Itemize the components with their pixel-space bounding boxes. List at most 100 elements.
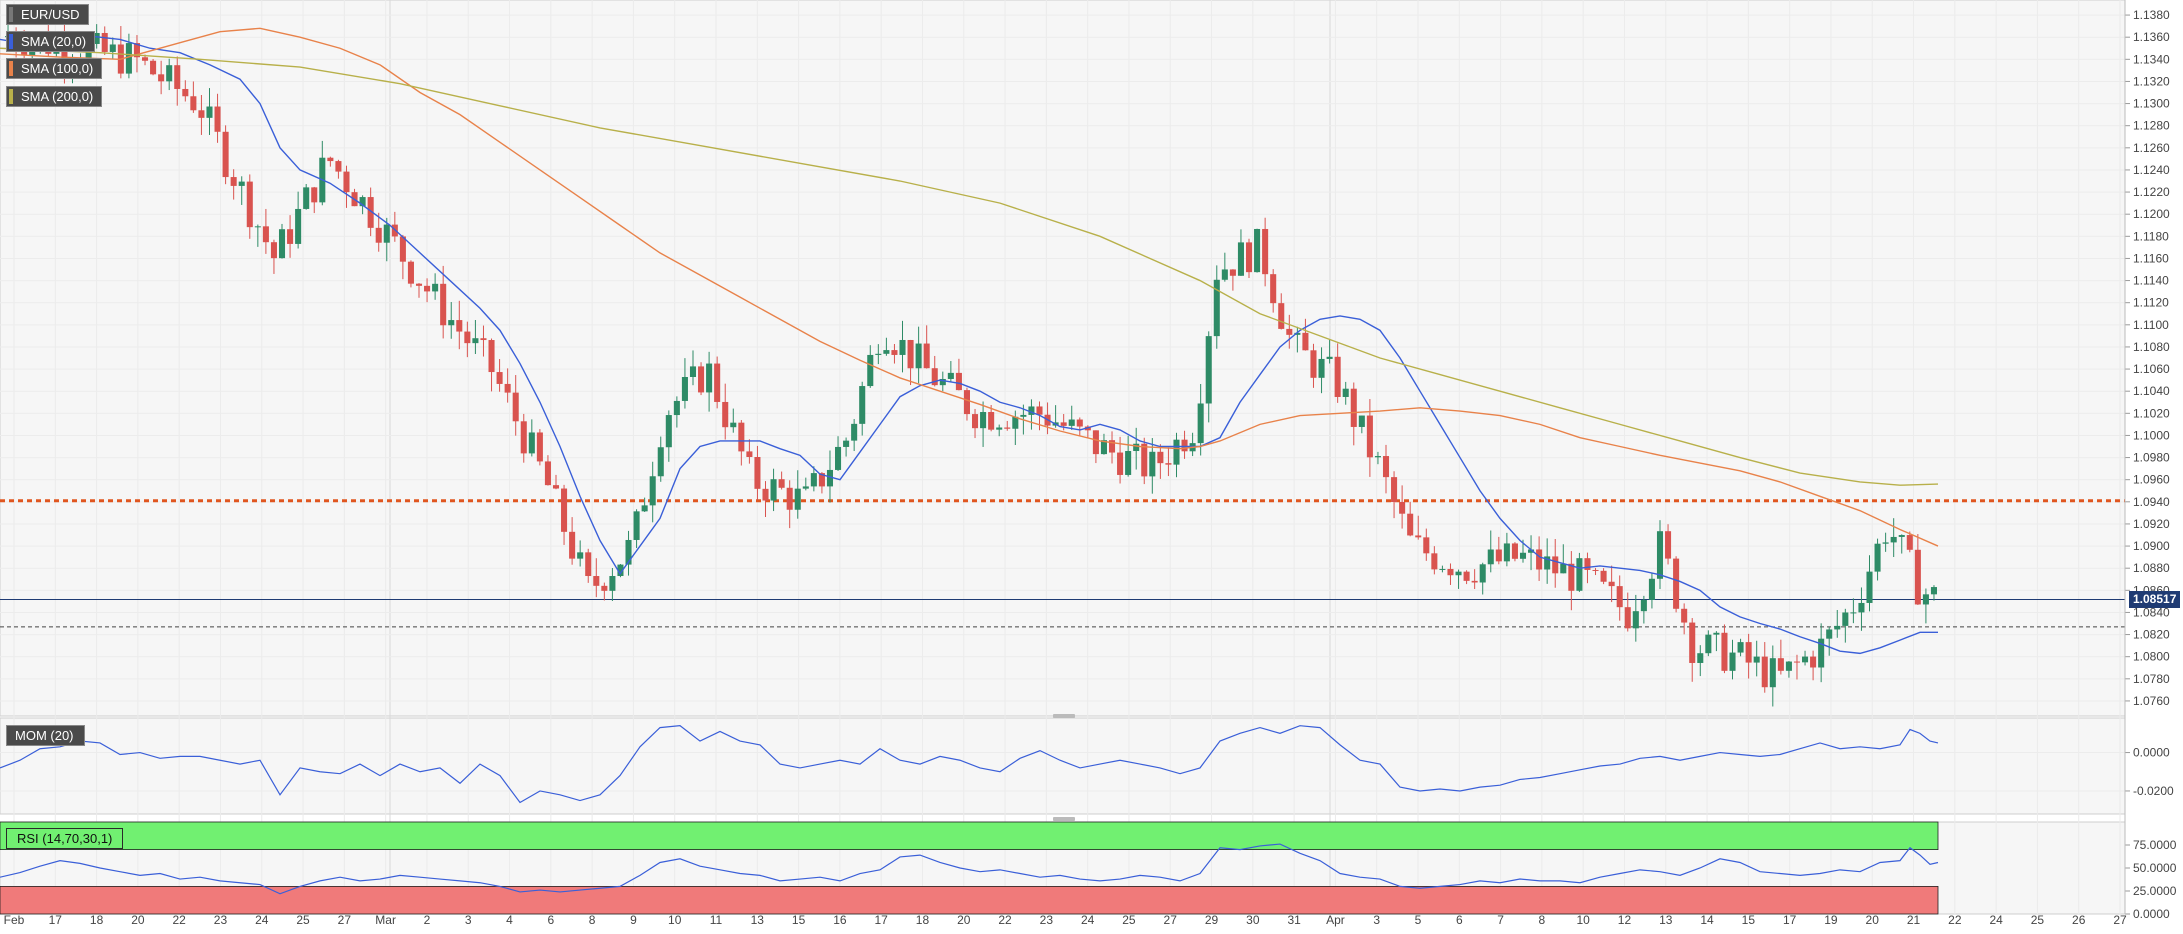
x-tick-label: 20 bbox=[957, 913, 971, 927]
x-tick-label: Feb bbox=[4, 913, 25, 927]
x-tick-label: 22 bbox=[998, 913, 1012, 927]
candle-body bbox=[1753, 656, 1760, 663]
sma20-legend[interactable]: SMA (20,0) bbox=[6, 31, 96, 52]
candle-body bbox=[1793, 661, 1801, 663]
candle-body bbox=[1173, 439, 1180, 465]
y-tick-label: 1.1040 bbox=[2133, 384, 2170, 398]
candle-body bbox=[415, 283, 423, 286]
candle-body bbox=[810, 473, 817, 487]
mom-line bbox=[0, 725, 1939, 804]
candle-body bbox=[1133, 443, 1140, 452]
y-tick-label: 1.0800 bbox=[2133, 650, 2170, 664]
y-tick-label: 1.1160 bbox=[2133, 251, 2169, 265]
candle-body bbox=[835, 446, 842, 470]
candle-body bbox=[746, 451, 753, 458]
candle-body bbox=[1439, 568, 1446, 570]
candle-body bbox=[1858, 602, 1865, 613]
candle-body bbox=[432, 283, 439, 292]
candle-body bbox=[947, 372, 954, 379]
sma100-swatch bbox=[9, 61, 13, 76]
y-tick-label: 1.0780 bbox=[2133, 672, 2170, 686]
y-tick-label: 1.0900 bbox=[2133, 539, 2170, 553]
candle-body bbox=[1608, 581, 1615, 587]
x-tick-label: 23 bbox=[214, 913, 228, 927]
symbol-swatch bbox=[9, 7, 13, 22]
rsi-legend[interactable]: RSI (14,70,30,1) bbox=[6, 828, 124, 849]
candle-body bbox=[1898, 535, 1905, 537]
candle-body bbox=[617, 564, 624, 576]
x-tick-label: 25 bbox=[296, 913, 310, 927]
x-tick-label: 24 bbox=[255, 913, 269, 927]
candle-body bbox=[399, 236, 406, 262]
x-tick-label: 6 bbox=[1456, 913, 1463, 927]
sma200-legend[interactable]: SMA (200,0) bbox=[6, 86, 103, 107]
x-tick-label: 29 bbox=[1205, 913, 1219, 927]
candle-body bbox=[1560, 563, 1567, 574]
candle-body bbox=[1350, 388, 1357, 427]
y-tick-label: 1.1380 bbox=[2133, 8, 2170, 22]
candle-body bbox=[722, 401, 729, 428]
candle-body bbox=[238, 181, 245, 186]
candle-body bbox=[1729, 652, 1736, 671]
candle-body bbox=[254, 226, 261, 228]
candle-body bbox=[1060, 422, 1067, 426]
y-tick-label: 1.1200 bbox=[2133, 207, 2170, 221]
candle-body bbox=[762, 488, 769, 501]
candle-body bbox=[1769, 658, 1776, 688]
candle-body bbox=[1431, 553, 1438, 570]
x-tick-label: 19 bbox=[1824, 913, 1838, 927]
candle-body bbox=[714, 363, 721, 402]
symbol-legend[interactable]: EUR/USD bbox=[6, 4, 89, 25]
candle-body bbox=[472, 338, 479, 344]
candle-body bbox=[1826, 629, 1833, 639]
candle-body bbox=[1028, 406, 1035, 415]
candle-body bbox=[802, 486, 809, 489]
candle-body bbox=[182, 88, 189, 97]
y-tick-label: 1.1220 bbox=[2133, 185, 2170, 199]
x-tick-label: 10 bbox=[1576, 913, 1590, 927]
candle-body bbox=[1455, 571, 1462, 576]
candle-body bbox=[673, 400, 680, 416]
candle-body bbox=[1552, 556, 1559, 574]
candle-body bbox=[278, 229, 286, 259]
candle-body bbox=[875, 353, 882, 355]
x-tick-label: 13 bbox=[751, 913, 765, 927]
candle-body bbox=[1930, 587, 1937, 595]
current-price-badge: 1.08517 bbox=[2129, 591, 2181, 609]
candle-body bbox=[915, 343, 922, 369]
candle-body bbox=[343, 171, 350, 193]
candle-body bbox=[133, 43, 140, 58]
candle-body bbox=[1584, 558, 1591, 570]
candle-body bbox=[1600, 570, 1607, 582]
candle-body bbox=[311, 187, 318, 203]
sma100-legend[interactable]: SMA (100,0) bbox=[6, 58, 103, 79]
candle-body bbox=[375, 227, 382, 243]
mom-legend[interactable]: MOM (20) bbox=[6, 725, 85, 746]
x-tick-label: 15 bbox=[792, 913, 806, 927]
candle-body bbox=[955, 372, 962, 391]
x-tick-label: Apr bbox=[1326, 913, 1345, 927]
candle-body bbox=[1278, 303, 1285, 329]
candle-body bbox=[754, 457, 761, 489]
candle-body bbox=[1286, 328, 1293, 335]
sma20-label: SMA (20,0) bbox=[21, 34, 87, 49]
candle-body bbox=[270, 242, 277, 259]
y-tick-label: 1.1100 bbox=[2133, 318, 2169, 332]
candle-body bbox=[1673, 558, 1680, 609]
sma100-label: SMA (100,0) bbox=[21, 61, 94, 76]
candle-body bbox=[1165, 463, 1172, 465]
candle-body bbox=[544, 461, 551, 486]
sma200-swatch bbox=[9, 89, 13, 104]
candle-body bbox=[1108, 440, 1116, 453]
candle-body bbox=[1511, 543, 1518, 559]
candle-body bbox=[633, 511, 640, 540]
candle-body bbox=[649, 476, 656, 506]
price-panel-bg bbox=[0, 0, 2126, 717]
candle-body bbox=[327, 157, 334, 162]
x-tick-label: 15 bbox=[1742, 913, 1756, 927]
candle-body bbox=[1785, 661, 1792, 671]
x-tick-label: 22 bbox=[1948, 913, 1962, 927]
y-tick-label: 1.0820 bbox=[2133, 628, 2170, 642]
candle-body bbox=[1374, 456, 1381, 458]
